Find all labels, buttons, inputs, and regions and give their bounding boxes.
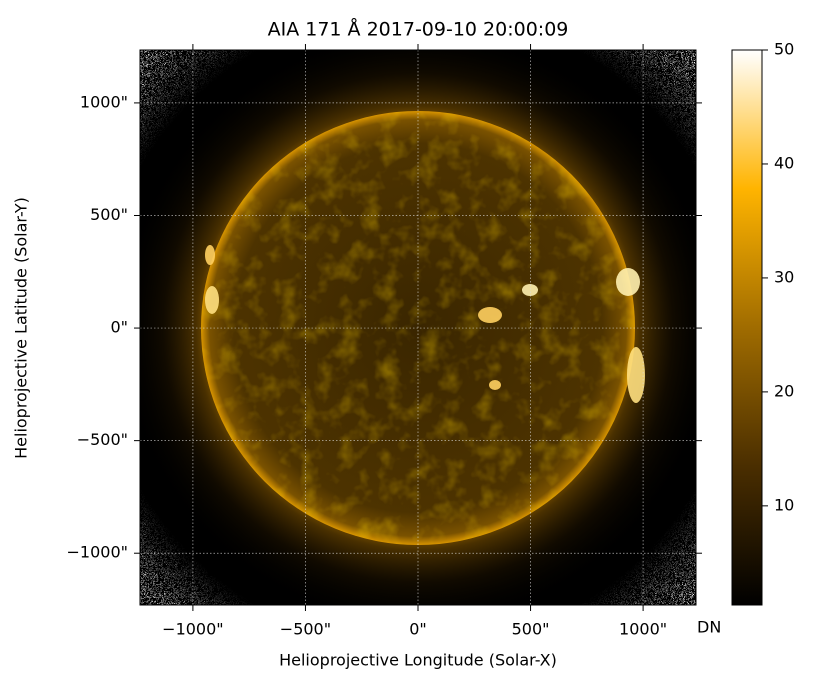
y-tick-label: −1000" [67,543,128,562]
colorbar-tick-label: 40 [774,153,794,172]
y-tick-label: −500" [77,430,128,449]
y-tick-label: 500" [90,205,128,224]
x-tick-label: −1000" [162,620,223,639]
colorbar-tick-label: 10 [774,495,794,514]
x-tick-label: 0" [409,620,427,639]
x-axis-label: Helioprojective Longitude (Solar-X) [279,651,557,670]
colorbar-label: DN [697,618,721,637]
colorbar-tick-label: 50 [774,40,794,59]
x-tick-label: 1000" [619,620,667,639]
colorbar-tick-label: 20 [774,381,794,400]
x-tick-label: −500" [280,620,331,639]
x-tick-label: 500" [512,620,550,639]
chart-title: AIA 171 Å 2017-09-10 20:00:09 [268,18,569,41]
colorbar-tick-label: 30 [774,267,794,286]
y-axis-label: Helioprojective Latitude (Solar-Y) [12,197,31,459]
colorbar [731,49,763,606]
y-tick-label: 1000" [80,92,128,111]
y-tick-label: 0" [110,318,128,337]
